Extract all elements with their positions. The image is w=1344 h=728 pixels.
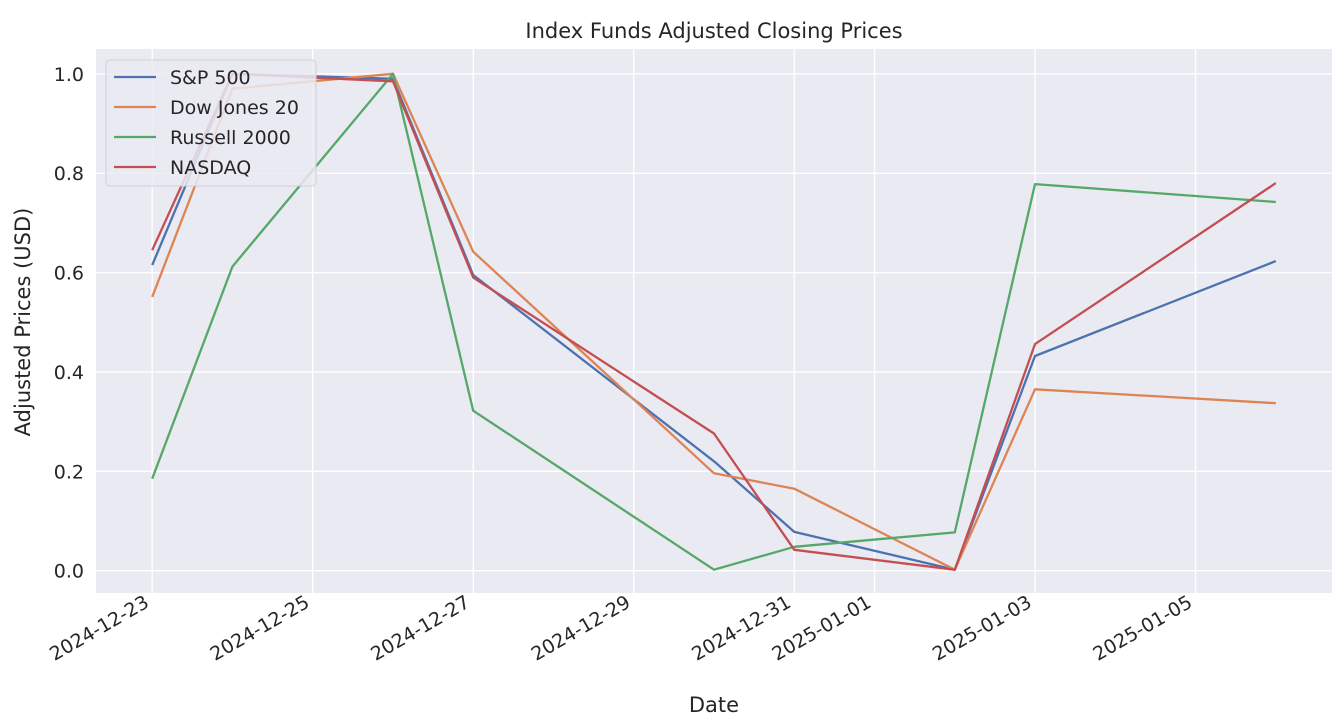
legend-label: NASDAQ: [170, 157, 251, 179]
y-axis-ticks: 0.0 0.2 0.4 0.6 0.8 1.0: [54, 64, 84, 583]
legend-label: Russell 2000: [170, 127, 291, 149]
chart-title: Index Funds Adjusted Closing Prices: [525, 19, 902, 43]
y-tick-label: 0.4: [54, 362, 84, 384]
x-tick-label: 2024-12-29: [528, 591, 635, 665]
y-tick-label: 0.0: [54, 561, 84, 583]
x-tick-label: 2024-12-27: [367, 591, 474, 665]
y-tick-label: 0.8: [54, 163, 84, 185]
y-tick-label: 0.6: [54, 263, 84, 285]
x-tick-label: 2025-01-05: [1089, 591, 1196, 665]
legend: S&P 500 Dow Jones 20 Russell 2000 NASDAQ: [105, 59, 317, 187]
x-axis-ticks: 2024-12-23 2024-12-25 2024-12-27 2024-12-29…: [46, 591, 1196, 665]
legend-box: [105, 59, 317, 187]
x-tick-label: 2024-12-23: [46, 591, 153, 665]
series-line: [151, 72, 1276, 571]
y-tick-label: 0.2: [54, 461, 84, 483]
x-tick-label: 2024-12-25: [207, 591, 314, 665]
y-tick-label: 1.0: [54, 64, 84, 86]
y-axis-label: Adjusted Prices (USD): [11, 208, 35, 437]
x-axis-label: Date: [689, 693, 739, 717]
legend-label: Dow Jones 20: [170, 97, 299, 119]
x-tick-label: 2025-01-03: [929, 591, 1036, 665]
legend-label: S&P 500: [170, 67, 251, 89]
